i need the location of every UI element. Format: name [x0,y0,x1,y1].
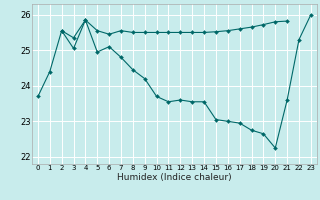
X-axis label: Humidex (Indice chaleur): Humidex (Indice chaleur) [117,173,232,182]
